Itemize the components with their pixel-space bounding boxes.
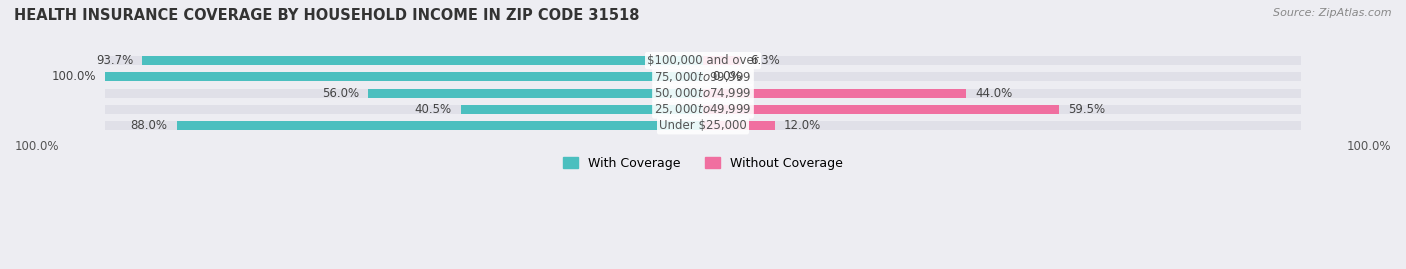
Bar <box>461 105 703 114</box>
Text: 56.0%: 56.0% <box>322 87 359 100</box>
Bar <box>104 105 703 114</box>
Bar <box>703 105 1059 114</box>
Bar <box>104 72 703 81</box>
Bar <box>703 56 741 65</box>
Text: 100.0%: 100.0% <box>51 70 96 83</box>
Legend: With Coverage, Without Coverage: With Coverage, Without Coverage <box>558 152 848 175</box>
Bar <box>703 105 1302 114</box>
Bar <box>104 56 703 65</box>
Bar <box>177 121 703 130</box>
Text: Under $25,000: Under $25,000 <box>659 119 747 132</box>
Bar <box>104 89 703 98</box>
Text: 93.7%: 93.7% <box>96 54 134 67</box>
Text: 88.0%: 88.0% <box>131 119 167 132</box>
Text: Source: ZipAtlas.com: Source: ZipAtlas.com <box>1274 8 1392 18</box>
Text: 12.0%: 12.0% <box>783 119 821 132</box>
Bar <box>703 121 775 130</box>
Bar <box>703 89 966 98</box>
Text: 6.3%: 6.3% <box>749 54 779 67</box>
Text: $75,000 to $99,999: $75,000 to $99,999 <box>654 70 752 84</box>
Bar <box>368 89 703 98</box>
Text: $50,000 to $74,999: $50,000 to $74,999 <box>654 86 752 100</box>
Text: 59.5%: 59.5% <box>1069 103 1105 116</box>
Text: HEALTH INSURANCE COVERAGE BY HOUSEHOLD INCOME IN ZIP CODE 31518: HEALTH INSURANCE COVERAGE BY HOUSEHOLD I… <box>14 8 640 23</box>
Bar <box>142 56 703 65</box>
Text: 100.0%: 100.0% <box>1347 140 1391 154</box>
Text: 100.0%: 100.0% <box>15 140 59 154</box>
Bar <box>703 56 1302 65</box>
Text: 44.0%: 44.0% <box>976 87 1012 100</box>
Text: 40.5%: 40.5% <box>415 103 451 116</box>
Bar <box>703 89 1302 98</box>
Bar <box>703 121 1302 130</box>
Text: $100,000 and over: $100,000 and over <box>647 54 759 67</box>
Bar <box>104 72 703 81</box>
Text: 0.0%: 0.0% <box>711 70 741 83</box>
Bar <box>104 121 703 130</box>
Bar <box>703 72 1302 81</box>
Text: $25,000 to $49,999: $25,000 to $49,999 <box>654 102 752 116</box>
